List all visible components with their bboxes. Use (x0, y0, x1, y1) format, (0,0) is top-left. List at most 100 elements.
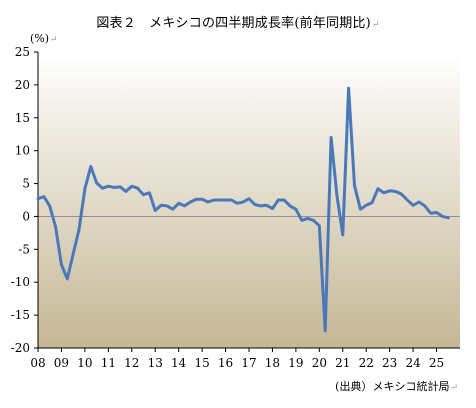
x-tick-label: 09 (54, 356, 69, 370)
data-point (318, 224, 321, 227)
data-point (282, 198, 286, 202)
data-point (71, 252, 75, 256)
data-point (230, 198, 233, 202)
data-point (224, 198, 227, 202)
data-point (177, 202, 180, 205)
data-point (101, 186, 104, 190)
data-point (294, 208, 298, 211)
data-point (130, 184, 133, 188)
data-point (265, 204, 268, 207)
data-point (95, 181, 98, 185)
data-point (136, 186, 139, 190)
y-tick-label: -20 (11, 341, 30, 355)
data-point (423, 204, 427, 208)
x-tick-label: 19 (288, 356, 303, 370)
data-point (212, 198, 216, 202)
x-tick-label: 11 (101, 356, 116, 370)
data-point (247, 197, 251, 200)
data-point (183, 204, 186, 208)
data-point (435, 211, 438, 214)
data-point (195, 198, 198, 201)
y-tick-label: 15 (15, 111, 30, 125)
data-point (347, 86, 350, 90)
data-point (417, 200, 421, 204)
data-point (54, 225, 57, 229)
data-point (400, 192, 403, 196)
x-tick-label: 22 (359, 356, 374, 370)
x-tick-label: 23 (382, 356, 397, 370)
data-point (376, 187, 380, 191)
data-point (165, 204, 169, 208)
data-point (200, 198, 204, 201)
x-tick-label: 24 (405, 356, 421, 370)
data-point (154, 209, 157, 212)
y-tick-label: 25 (15, 45, 30, 59)
x-tick-label: 10 (77, 356, 92, 370)
data-point (441, 215, 444, 218)
data-point (89, 165, 92, 168)
data-point (159, 204, 163, 207)
data-point (300, 219, 303, 222)
data-point (382, 191, 386, 194)
y-tick-label: 5 (22, 177, 30, 191)
data-point (241, 200, 245, 204)
chart-title: 図表２ メキシコの四半期成長率(前年同期比)↵ (96, 16, 380, 31)
data-point (370, 201, 374, 204)
data-point (288, 204, 292, 208)
data-point (353, 184, 356, 187)
x-tick-label: 12 (124, 356, 139, 370)
y-tick-label: 0 (22, 209, 30, 223)
x-tick-label: 13 (148, 356, 163, 370)
data-point (118, 185, 122, 189)
data-point (66, 277, 69, 281)
data-point (359, 208, 362, 211)
y-tick-label: -15 (11, 308, 30, 322)
data-point (36, 197, 40, 200)
data-point (259, 204, 262, 208)
x-tick-label: 18 (265, 356, 280, 370)
data-point (171, 208, 175, 211)
data-point (60, 263, 63, 266)
data-point (112, 186, 116, 189)
data-point (271, 207, 274, 210)
data-point (365, 204, 368, 207)
x-tick-label: 14 (171, 356, 187, 370)
data-point (42, 195, 46, 198)
data-point (277, 198, 280, 202)
data-point (335, 194, 339, 197)
data-point (406, 198, 409, 202)
data-point (124, 190, 128, 193)
data-point (218, 198, 221, 202)
data-point (312, 219, 315, 222)
y-tick-label: -10 (11, 275, 30, 289)
source-note: (出典）メキシコ統計局↵ (335, 380, 458, 393)
y-tick-label: -5 (18, 242, 30, 256)
x-tick-label: 20 (312, 356, 327, 370)
x-tick-label: 15 (194, 356, 209, 370)
data-point (306, 217, 309, 220)
x-tick-label: 16 (218, 356, 233, 370)
data-point (253, 203, 257, 206)
data-point (388, 189, 391, 192)
data-point (447, 216, 450, 219)
data-point (329, 136, 333, 139)
x-tick-label: 25 (429, 356, 444, 370)
data-point (48, 204, 51, 208)
data-point (341, 233, 344, 237)
x-tick-label: 21 (335, 356, 350, 370)
data-point (206, 200, 210, 204)
data-point (236, 202, 239, 205)
data-point (148, 191, 151, 194)
data-point (189, 200, 192, 204)
y-axis-unit-label: (%)↵ (30, 32, 58, 45)
data-point (323, 329, 327, 333)
data-point (83, 187, 87, 191)
x-tick-label: 17 (241, 356, 256, 370)
data-point (107, 184, 110, 188)
data-point (77, 228, 81, 231)
data-point (429, 211, 432, 215)
data-point (142, 193, 145, 196)
data-point (411, 204, 415, 207)
y-tick-label: 20 (15, 78, 30, 92)
